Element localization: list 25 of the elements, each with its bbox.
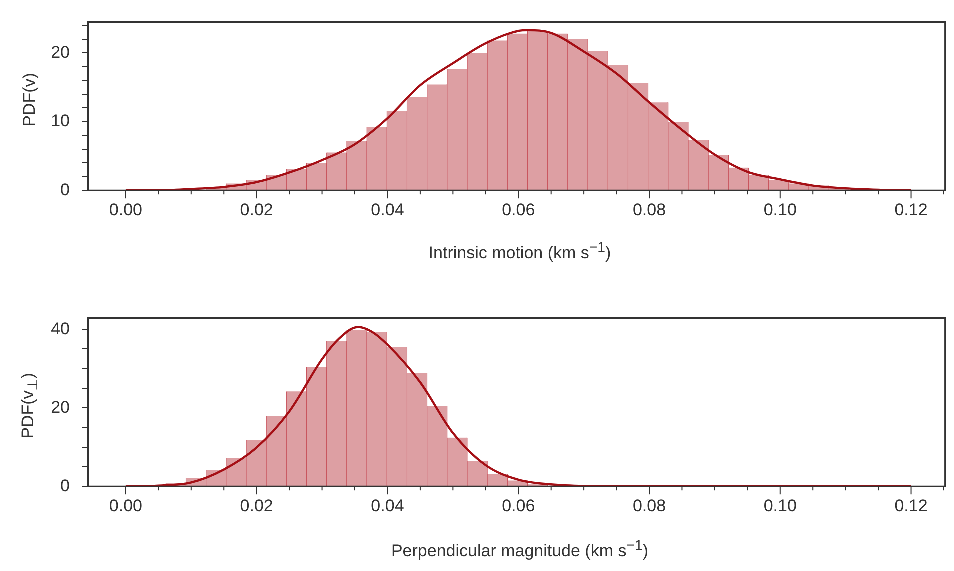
x-tick-label: 0.10 (764, 496, 797, 516)
x-tick-label: 0.06 (502, 496, 536, 516)
y-tick-label: 0 (60, 476, 70, 496)
x-tick-label: 0.04 (371, 200, 404, 220)
y-tick-label: 20 (51, 398, 70, 417)
y-axis-title: PDF(v) (20, 73, 40, 127)
x-tick-label: 0.08 (632, 200, 666, 220)
y-tick-label: 20 (51, 42, 70, 62)
x-axis-title: Perpendicular magnitude (km s$^{−1}$) (390, 538, 650, 562)
x-tick-label: 0.12 (894, 200, 928, 220)
y-tick-label: 10 (51, 112, 70, 131)
line-series (124, 326, 912, 487)
x-tick-label: 0.00 (109, 200, 143, 220)
x-axis-title: Intrinsic motion (km s$^{−1}$) (428, 240, 612, 264)
x-tick-label: 0.06 (502, 200, 536, 220)
x-tick-label: 0.04 (371, 496, 404, 516)
x-tick-label: 0.00 (109, 496, 143, 516)
x-tick-label: 0.12 (894, 496, 928, 516)
x-tick-label: 0.02 (240, 200, 274, 220)
x-tick-label: 0.10 (764, 200, 797, 220)
y-tick-label: 0 (60, 180, 70, 200)
y-tick-label: 40 (51, 319, 70, 338)
x-tick-label: 0.02 (240, 496, 274, 516)
x-tick-label: 0.08 (632, 496, 666, 516)
line-series (124, 29, 912, 191)
